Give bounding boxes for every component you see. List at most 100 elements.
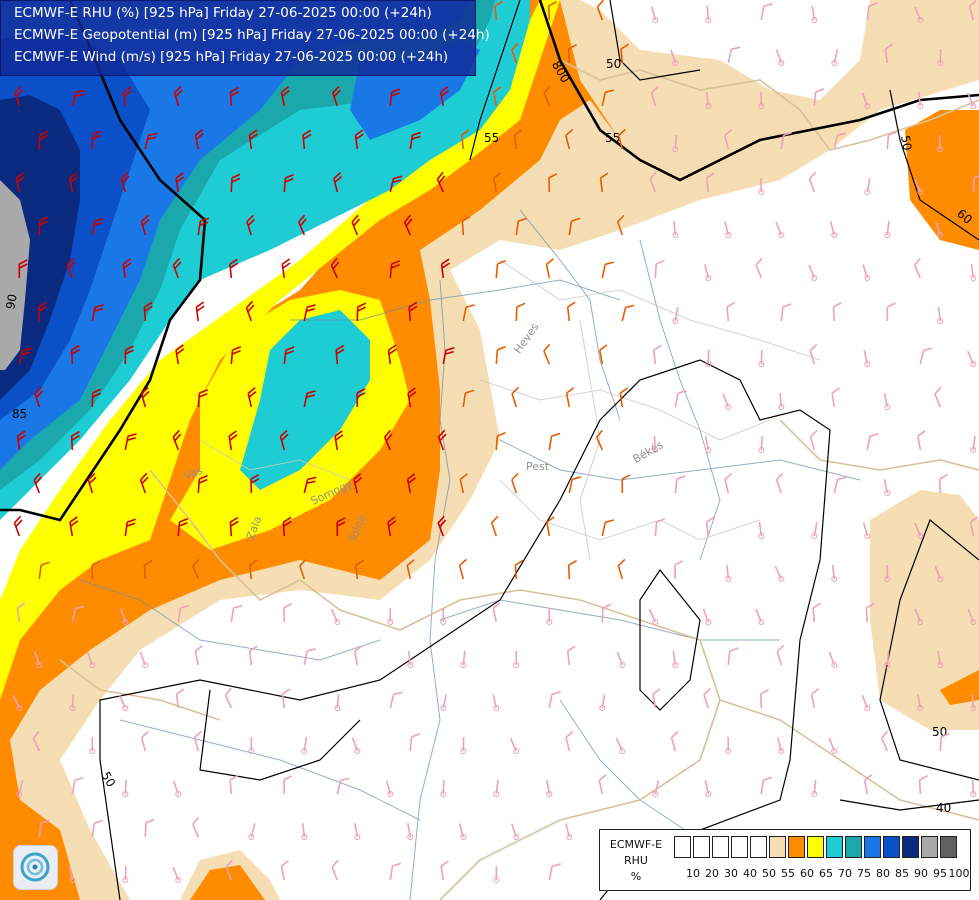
wind-barb	[650, 85, 659, 107]
rhu-60-area-se	[940, 670, 979, 705]
wind-barb	[566, 645, 576, 666]
wind-barb	[197, 474, 208, 494]
wind-barb	[172, 780, 182, 797]
wind-barb	[144, 818, 155, 838]
wind-barb	[281, 258, 291, 279]
legend-unit: %	[630, 870, 642, 883]
wind-barb	[247, 387, 257, 408]
wind-barb	[440, 607, 447, 625]
wind-barb	[351, 214, 361, 236]
wind-barb	[545, 258, 555, 279]
wind-barb	[831, 387, 840, 408]
ecmwf-swirl-logo-icon	[13, 845, 58, 890]
wind-barb	[351, 737, 361, 754]
wind-barb	[780, 131, 793, 150]
wind-barb	[38, 561, 50, 580]
wind-barb	[615, 737, 626, 754]
wind-barb	[866, 432, 879, 451]
river	[79, 579, 381, 661]
legend-swatch	[674, 836, 691, 858]
legend-tick-label: 20	[705, 867, 719, 880]
wind-barb	[722, 393, 732, 410]
wind-barb	[409, 732, 421, 752]
wind-barb	[758, 435, 765, 453]
contour-40	[839, 799, 979, 811]
wind-barb	[514, 559, 524, 580]
wind-barb	[704, 780, 712, 797]
contour-55-s	[639, 568, 701, 711]
contour-label: 55	[605, 131, 620, 145]
wind-barb	[120, 171, 130, 193]
wind-barb	[283, 775, 293, 795]
wind-barb	[18, 347, 32, 365]
wind-barb	[403, 214, 413, 236]
wind-barb	[596, 0, 605, 21]
wind-barb	[674, 475, 686, 494]
title-rhu: ECMWF-E RHU (%) [925 hPa] Friday 27-06-2…	[14, 5, 432, 21]
legend-tick-label: 100	[948, 867, 970, 880]
wind-barb	[884, 650, 891, 668]
contour-label: 50	[98, 769, 118, 789]
wind-barb	[335, 344, 345, 365]
wind-barb	[568, 217, 581, 236]
wind-barb	[89, 736, 96, 754]
rhu-legend: ECMWF-E RHU % 10 20 30 40 50 55 60 65 70 75 80 85 90…	[599, 829, 971, 891]
legend-swatch	[826, 836, 843, 858]
wind-barb	[280, 860, 289, 881]
wind-barb	[674, 560, 684, 580]
wind-barb	[548, 691, 561, 709]
legend-tick-label: 10	[686, 867, 700, 880]
wind-barb	[12, 694, 23, 711]
wind-barb	[917, 430, 926, 451]
wind-barb	[297, 214, 307, 236]
legend-swatch	[712, 836, 729, 858]
wind-barb	[13, 515, 23, 537]
wind-barb	[724, 472, 733, 494]
wind-barb	[913, 257, 922, 279]
wind-barb	[726, 301, 736, 322]
contour-55	[469, 0, 521, 161]
region-label: Vas	[182, 464, 205, 483]
legend-tick-label: 80	[876, 867, 890, 880]
wind-barb	[436, 171, 446, 193]
wind-barb	[621, 304, 635, 322]
wind-barb	[778, 392, 785, 410]
wind-barb	[918, 774, 928, 795]
wind-barb	[71, 605, 85, 623]
wind-barb	[493, 865, 500, 883]
wind-barb	[548, 173, 558, 193]
wind-barb	[331, 859, 339, 881]
wind-barb	[437, 429, 447, 451]
legend-swatch	[864, 836, 881, 858]
wind-barb	[334, 430, 344, 451]
wind-barb	[917, 92, 924, 109]
wind-barb	[197, 388, 209, 408]
wind-barb	[334, 693, 341, 711]
wind-barb	[832, 301, 842, 322]
wind-barb	[704, 264, 712, 281]
wind-barb	[510, 823, 520, 840]
wind-barb	[177, 517, 189, 537]
contour-label: 85	[12, 407, 27, 421]
wind-barb	[886, 131, 898, 150]
wind-barb	[38, 130, 49, 150]
wind-barb	[460, 650, 467, 668]
wind-barb	[172, 429, 182, 451]
wind-barb	[880, 730, 889, 752]
wind-barb	[91, 819, 104, 838]
wind-barb	[567, 560, 577, 580]
rhu-65-area	[0, 0, 560, 700]
wind-barb	[462, 304, 475, 322]
wind-barb	[776, 644, 785, 666]
wind-barb	[353, 472, 363, 494]
wind-barb	[620, 43, 629, 64]
wind-barb	[303, 476, 317, 494]
wind-barb	[385, 780, 394, 797]
wind-barb	[515, 217, 528, 236]
wind-barb	[601, 603, 612, 623]
wind-barb	[703, 687, 711, 709]
wind-barb	[192, 816, 200, 838]
wind-barb	[16, 602, 26, 623]
